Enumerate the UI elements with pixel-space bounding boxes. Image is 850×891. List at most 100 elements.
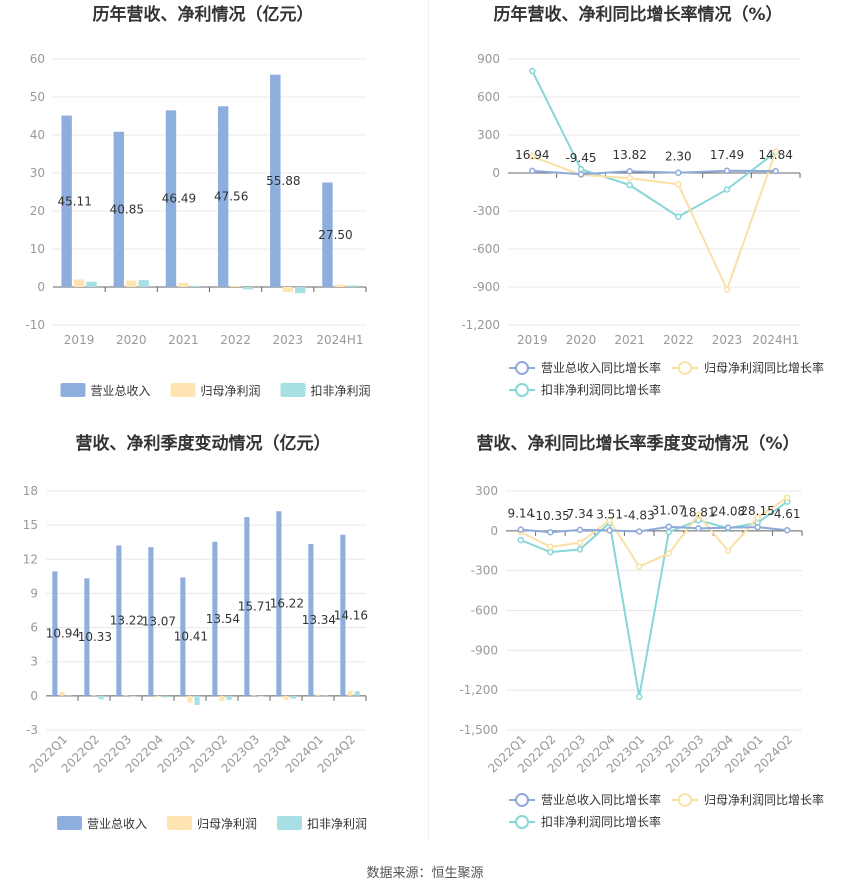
quarter-line-series-line-2 <box>520 500 788 697</box>
annual-bar-xtick-label: 2021 <box>168 333 199 347</box>
quarter-bar-bar-营业总收入-2024Q2 <box>340 534 346 696</box>
quarter-line-series-line-0 <box>520 525 788 534</box>
quarter-line-data-label-2024Q2: 4.61 <box>774 507 801 521</box>
quarter-line-point-2-2023Q1 <box>635 693 643 701</box>
annual-line-legend-label: 营业总收入同比增长率 <box>541 360 661 375</box>
quarter-line-ytick-label: -1,500 <box>459 723 498 737</box>
quarter-bar-data-label-2022Q2: 10.33 <box>78 630 112 644</box>
quarter-line-legend-label: 扣非净利润同比增长率 <box>541 814 661 829</box>
annual-bar-bar-扣非净利润-2019 <box>86 281 97 287</box>
quarter-bar-bar-营业总收入-2023Q2 <box>212 541 218 696</box>
quarter-line-ytick-label: -1,200 <box>459 683 498 697</box>
quarter-bar-bar-扣非净利润-2023Q3 <box>258 695 264 697</box>
quarter-line-point-1-2023Q3 <box>695 511 702 519</box>
annual-bar-legend: 营业总收入 归母净利润 扣非净利润 <box>60 383 371 398</box>
quarter-bar-bar-营业总收入-2023Q1 <box>180 577 186 696</box>
annual-bar-bar-归母净利润-2020 <box>126 280 137 287</box>
quarter-line-point-1-2022Q4 <box>606 516 613 524</box>
quarter-bar-data-label-2023Q4: 16.22 <box>270 597 304 611</box>
annual-bar-data-label-2021: 46.49 <box>162 192 196 206</box>
annual-bar-xtick-label: 2020 <box>116 333 147 347</box>
annual-line-point-1-2022 <box>675 181 682 188</box>
annual-line-point-0-2021 <box>626 167 633 175</box>
annual-bar-bar-归母净利润-2022 <box>230 285 241 287</box>
quarter-bar-ytick-label: 12 <box>23 552 38 566</box>
quarter-bar-bar-营业总收入-2022Q4 <box>148 547 154 696</box>
quarter-bar-legend-swatch <box>277 816 302 830</box>
quarter-line-point-1-2023Q4 <box>724 547 732 554</box>
quarter-line-point-0-2022Q1 <box>517 526 525 533</box>
quarter-bar-ytick-label: 9 <box>30 586 38 600</box>
quarter-bar-bar-营业总收入-2022Q3 <box>116 545 122 696</box>
annual-bar-bar-营业总收入-2024H1 <box>322 182 333 287</box>
annual-bar-xtick-label: 2023 <box>272 333 303 347</box>
annual-line-legend-marker <box>515 383 529 397</box>
quarter-bar-bar-扣非净利润-2023Q4 <box>290 695 296 699</box>
vertical-divider <box>428 0 429 840</box>
quarter-line-ytick-label: -600 <box>471 604 498 618</box>
annual-line-data-label-2021: 13.82 <box>612 148 646 162</box>
annual-bar-xtick-label: 2019 <box>64 333 95 347</box>
quarter-line-data-label-2023Q1: -4.83 <box>624 508 655 522</box>
annual-line-xtick-label: 2021 <box>614 333 645 347</box>
quarter-bar-data-label-2023Q2: 13.54 <box>206 612 240 626</box>
annual-line-data-label-2022: 2.30 <box>665 150 692 164</box>
quarter-line-point-1-2023Q1 <box>635 563 643 570</box>
annual-bar-bar-归母净利润-2019 <box>73 279 85 287</box>
annual-bar-ytick-label: 20 <box>30 204 45 218</box>
annual-line-point-1-2023 <box>723 286 731 293</box>
annual-line-ytick-label: -900 <box>473 280 500 294</box>
quarter-bar-bar-扣非净利润-2022Q1 <box>66 695 72 696</box>
quarter-line-point-1-2023Q2 <box>665 550 673 557</box>
quarter-bar-bar-归母净利润-2024Q1 <box>315 694 321 696</box>
quarter-line-point-2-2022Q1 <box>517 536 525 544</box>
annual-bar-data-label-2022: 47.56 <box>214 190 248 204</box>
quarter-line-point-1-2024Q2 <box>783 494 791 501</box>
quarter-bar-bar-扣非净利润-2023Q2 <box>226 695 232 700</box>
annual-bar-ytick-label: 60 <box>30 52 45 66</box>
quarter-bar-ytick-label: 6 <box>30 621 38 635</box>
annual-line-data-label-2020: -9.45 <box>565 151 596 165</box>
quarter-line-data-label-2023Q3: 18.81 <box>681 505 715 519</box>
annual-bar-ytick-label: 10 <box>30 242 45 256</box>
annual-bar-legend-swatch <box>170 383 196 397</box>
annual-bar-xtick-label: 2022 <box>220 333 251 347</box>
quarter-bar-bar-营业总收入-2024Q1 <box>308 544 314 696</box>
quarter-bar-bar-扣非净利润-2024Q1 <box>322 695 328 696</box>
annual-line-point-0-2023 <box>723 167 731 175</box>
quarter-line-data-label-2022Q3: 7.34 <box>567 507 594 521</box>
quarter-line-data-label-2022Q4: 3.51 <box>596 507 623 521</box>
annual-line-xtick-label: 2024H1 <box>752 333 799 347</box>
quarter-bar-bar-营业总收入-2023Q3 <box>244 517 250 696</box>
annual-bar-data-label-2024H1: 27.50 <box>318 228 352 242</box>
quarter-bar-bar-归母净利润-2023Q4 <box>283 695 289 700</box>
annual-line-ytick-label: -1,200 <box>461 318 500 332</box>
quarter-bar-ytick-label: -3 <box>26 723 38 737</box>
quarter-line-point-0-2022Q3 <box>576 526 584 534</box>
quarter-line-series-line-1 <box>520 496 788 568</box>
quarter-line-point-1-2022Q3 <box>576 539 584 547</box>
quarter-bar-bar-扣非净利润-2023Q1 <box>194 695 200 705</box>
quarter-line-ytick-label: 300 <box>475 484 498 498</box>
quarter-line-legend-label: 归母净利润同比增长率 <box>704 792 824 807</box>
quarter-bar-data-label-2022Q3: 13.22 <box>110 614 144 628</box>
quarter-line-ytick-label: -900 <box>471 643 498 657</box>
quarter-line-point-0-2024Q2 <box>783 526 791 534</box>
quarter-bar-bar-归母净利润-2023Q1 <box>187 695 193 703</box>
quarter-bar-bar-归母净利润-2022Q4 <box>155 695 161 697</box>
quarter-line-title: 营收、净利同比增长率季度变动情况（%） <box>476 433 799 454</box>
annual-line-xtick-label: 2022 <box>663 333 694 347</box>
data-source-note: 数据来源：恒生聚源 <box>366 866 484 881</box>
annual-bar-legend-label: 归母净利润 <box>201 384 261 398</box>
quarter-bar-bar-扣非净利润-2022Q2 <box>98 695 104 700</box>
annual-line-point-1-2021 <box>626 174 633 182</box>
quarter-line-legend-marker <box>515 815 529 829</box>
annual-bar-ytick-label: 40 <box>30 128 45 142</box>
quarter-bar-data-label-2022Q4: 13.07 <box>142 614 176 628</box>
quarter-bar-data-label-2023Q1: 10.41 <box>174 630 208 644</box>
quarter-bar-bar-归母净利润-2023Q2 <box>219 695 225 701</box>
annual-bar-bar-扣非净利润-2023 <box>294 287 306 294</box>
quarter-bar-bar-归母净利润-2024Q2 <box>347 690 353 696</box>
quarter-line-point-0-2023Q4 <box>724 524 732 531</box>
